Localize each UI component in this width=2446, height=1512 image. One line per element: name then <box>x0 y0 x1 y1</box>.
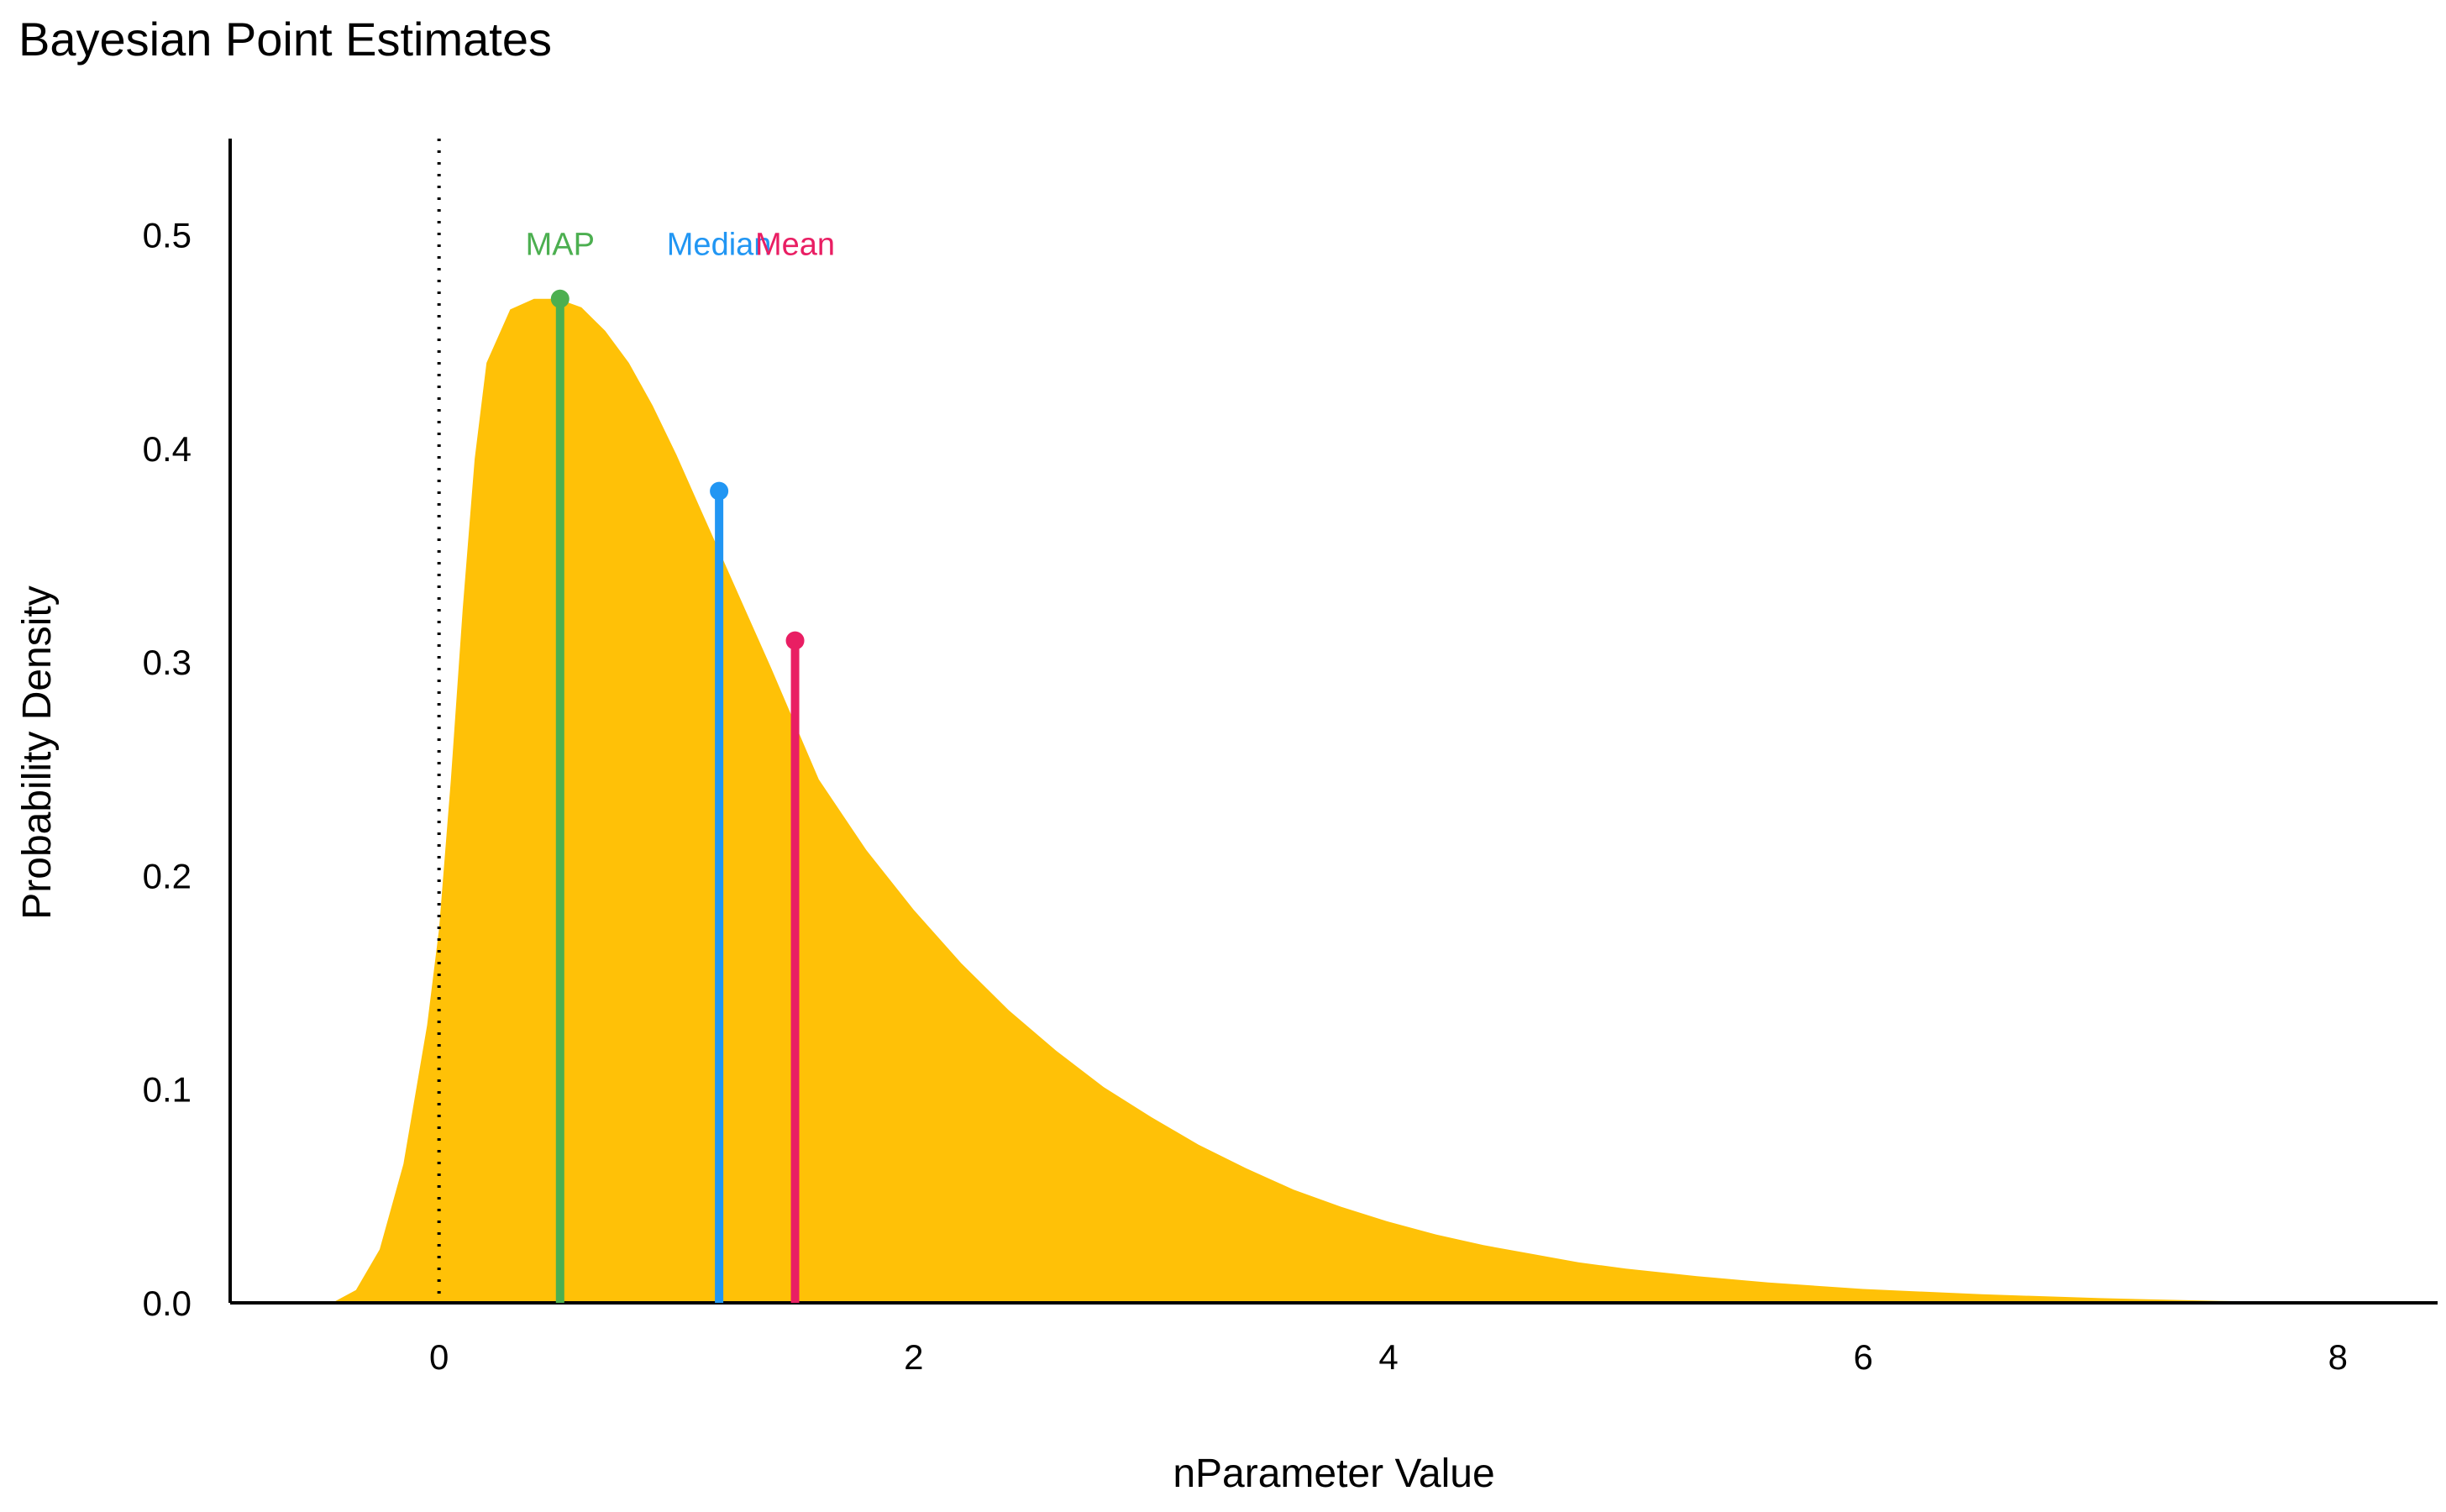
x-axis-label: nParameter Value <box>1173 1452 1494 1496</box>
y-tick-label: 0.4 <box>143 429 192 469</box>
mean-point <box>785 631 805 650</box>
x-tick-label: 4 <box>1378 1337 1398 1377</box>
density-area <box>332 298 2338 1304</box>
median-label: Median <box>667 228 772 263</box>
x-tick-label: 2 <box>904 1337 923 1377</box>
mean-label: Mean <box>755 228 835 263</box>
y-tick-label: 0.3 <box>143 643 192 682</box>
y-axis-label: Probability Density <box>15 585 60 920</box>
y-tick-label: 0.0 <box>143 1284 192 1323</box>
x-tick-label: 6 <box>1853 1337 1872 1377</box>
density-layer <box>332 139 2338 1304</box>
x-tick-label: 8 <box>2328 1337 2348 1377</box>
y-tick-label: 0.2 <box>143 856 192 895</box>
map-label: MAP <box>526 228 595 263</box>
x-tick-label: 0 <box>429 1337 449 1377</box>
y-tick-label: 0.1 <box>143 1070 192 1110</box>
median-point <box>710 481 729 501</box>
chart-title: Bayesian Point Estimates <box>18 13 552 66</box>
map-point <box>550 289 570 308</box>
axes-layer: 0 2 4 6 8 0.0 0.1 0.2 0.3 0.4 0.5 <box>143 139 2438 1377</box>
y-tick-label: 0.5 <box>143 215 192 255</box>
